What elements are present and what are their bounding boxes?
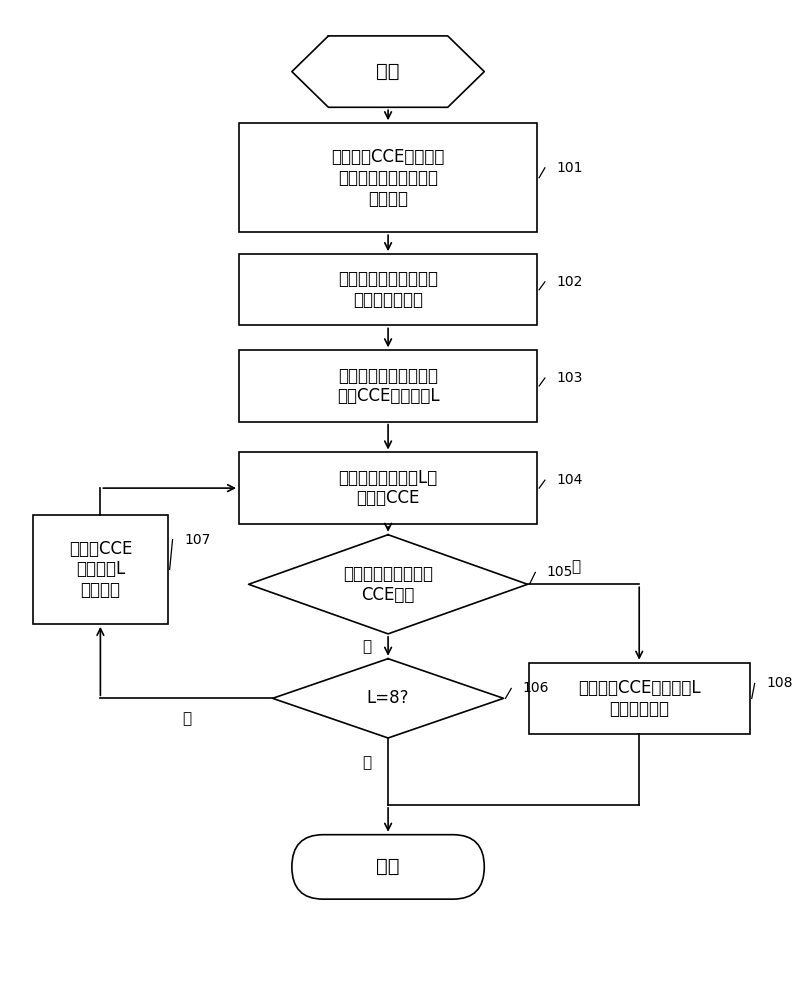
Text: 结束: 结束 [377,857,400,876]
Text: 根据下行信道质量参数
确定CCE聚合等级L: 根据下行信道质量参数 确定CCE聚合等级L [337,367,440,405]
Polygon shape [292,36,484,107]
Polygon shape [273,659,504,738]
Text: 判断是否找到可用的
CCE位置: 判断是否找到可用的 CCE位置 [343,565,433,604]
Text: 107: 107 [184,533,211,547]
FancyBboxPatch shape [33,515,168,624]
Text: 否: 否 [362,639,372,654]
FancyBboxPatch shape [292,835,484,899]
FancyBboxPatch shape [239,123,537,232]
FancyBboxPatch shape [528,663,750,734]
Text: 将当前CCE
聚合等级L
升高一级: 将当前CCE 聚合等级L 升高一级 [69,540,132,599]
Text: 设置各个CCE聚合等级
与信干噪比门限值的对
应关系表: 设置各个CCE聚合等级 与信干噪比门限值的对 应关系表 [331,148,444,208]
Text: 获得当前用户设备的下
行信道质量参数: 获得当前用户设备的下 行信道质量参数 [338,270,438,309]
Text: 108: 108 [766,676,792,690]
Text: 105: 105 [547,565,573,579]
Text: 使用当前CCE聚合等级L
进行后续操作: 使用当前CCE聚合等级L 进行后续操作 [578,679,701,718]
Text: 103: 103 [556,371,583,385]
Text: 否: 否 [182,711,191,726]
Text: L=8?: L=8? [367,689,409,707]
Text: 102: 102 [556,275,583,289]
Text: 104: 104 [556,473,583,487]
Text: 开始: 开始 [377,62,400,81]
FancyBboxPatch shape [239,254,537,325]
Text: 106: 106 [523,681,549,695]
Text: 是: 是 [571,559,580,574]
Text: 是: 是 [362,755,372,770]
Polygon shape [248,535,527,634]
Text: 101: 101 [556,161,583,175]
FancyBboxPatch shape [239,350,537,422]
FancyBboxPatch shape [239,452,537,524]
Text: 使用当前聚合等级L查
找可用CCE: 使用当前聚合等级L查 找可用CCE [338,469,437,508]
